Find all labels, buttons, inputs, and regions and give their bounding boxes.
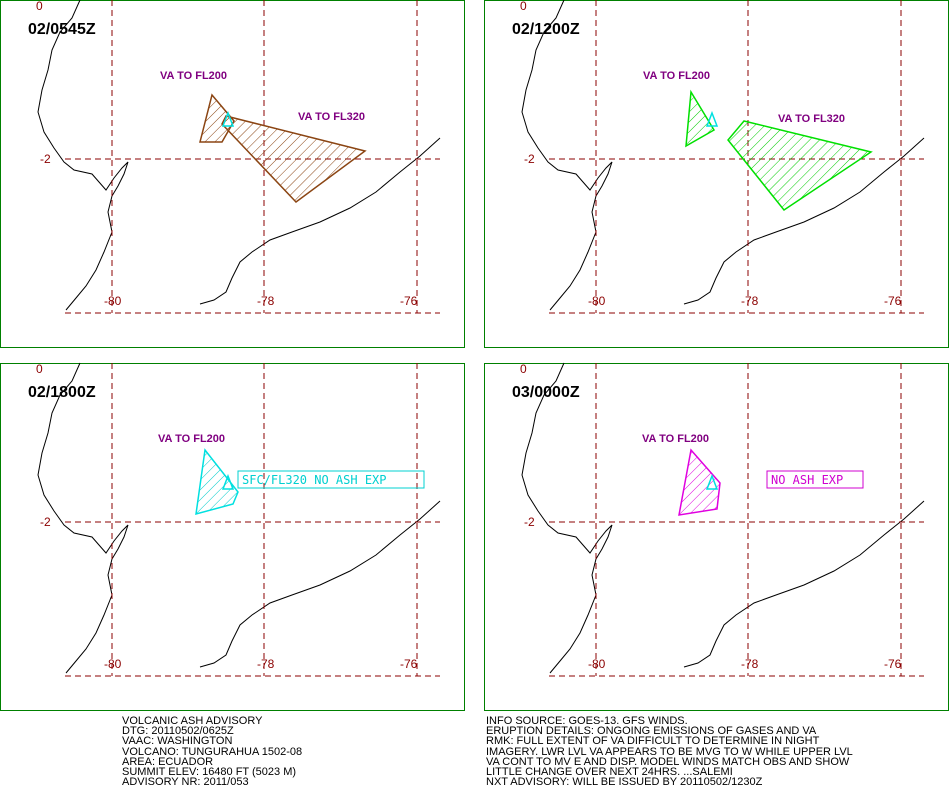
lat-label: 0 (520, 0, 527, 13)
panel-border (484, 363, 949, 711)
ash-area (199, 93, 235, 143)
advisory-text-right: INFO SOURCE: GOES-13. GFS WINDS. ERUPTION… (486, 715, 853, 789)
coastline (65, 195, 113, 311)
coastline (683, 137, 925, 305)
valid-time: 02/0545Z (28, 21, 96, 38)
map-panel: 0 -2 -80 -78 -76 02/0545Z VA TO FL200 VA TO FL3… (0, 0, 465, 348)
map-panel: 0 -2 -80 -78 -76 02/1200Z VA TO FL200 VA TO FL3… (484, 0, 949, 348)
lon-label: -76 (884, 294, 902, 308)
lat-label: -2 (524, 152, 535, 166)
map-panels: 0 -2 -80 -78 -76 02/0545Z VA TO FL200 VA TO FL3… (0, 0, 949, 711)
valid-time: 03/0000Z (512, 384, 580, 401)
volcano-marker (705, 110, 719, 127)
map-panel: 0 -2 -80 -78 -76 02/1800Z VA TO FL200 SFC/FL320… (0, 362, 465, 711)
lon-label: -78 (741, 657, 759, 671)
lon-label: -80 (104, 657, 122, 671)
ash-level-label: VA TO FL200 (160, 70, 227, 82)
lon-label: -80 (588, 657, 606, 671)
lon-label: -76 (400, 657, 418, 671)
coastline (37, 0, 129, 197)
lon-label: -78 (741, 294, 759, 308)
panel-border (484, 0, 949, 348)
ash-level-label: VA TO FL200 (642, 433, 709, 445)
no-ash-label: SFC/FL320 NO ASH EXP (242, 473, 387, 487)
lon-label: -80 (588, 294, 606, 308)
advisory-line: AREA: ECUADOR (122, 755, 214, 768)
no-ash-box (766, 470, 864, 489)
advisory-line: SUMMIT ELEV: 16480 FT (5023 M) (122, 766, 297, 779)
coastline (199, 137, 441, 305)
volcano-marker (221, 110, 235, 127)
lon-label: -80 (104, 294, 122, 308)
lon-label: -76 (884, 657, 902, 671)
panel-border (0, 363, 465, 711)
lon-label: -76 (400, 294, 418, 308)
coastline (37, 362, 129, 560)
ash-level-label: VA TO FL320 (778, 113, 845, 125)
advisory-line: ADVISORY NR: 2011/053 (122, 776, 249, 789)
coastline (521, 0, 613, 197)
lat-label: -2 (524, 515, 535, 529)
valid-time: 02/1800Z (28, 384, 96, 401)
coastline (683, 500, 925, 668)
advisory-line: VOLCANIC ASH ADVISORY (122, 715, 263, 727)
coastline (65, 558, 113, 674)
advisory-line: RMK: FULL EXTENT OF VA DIFFICULT TO DETE… (486, 735, 820, 748)
valid-time: 02/1200Z (512, 21, 580, 38)
advisory-line: LITTLE CHANGE OVER NEXT 24HRS. ...SALEMI (486, 766, 733, 779)
advisory-line: VA CONT TO MV E AND DISP. MODEL WINDS MA… (486, 755, 850, 768)
no-ash-box (237, 470, 425, 489)
advisory-line: VOLCANO: TUNGURAHUA 1502-08 (122, 745, 303, 758)
ash-area (221, 115, 367, 203)
lat-label: -2 (40, 515, 51, 529)
volcano-marker (221, 473, 235, 490)
lat-label: 0 (36, 0, 43, 13)
panel-border (0, 0, 465, 348)
volcano-marker (705, 473, 719, 490)
lat-label: 0 (520, 362, 527, 376)
coastline (199, 500, 441, 668)
no-ash-label: NO ASH EXP (771, 473, 843, 487)
advisory-line: NXT ADVISORY: WILL BE ISSUED BY 20110502… (486, 776, 763, 789)
advisory-line: VAAC: WASHINGTON (122, 735, 233, 748)
ash-area (727, 120, 873, 212)
lon-label: -78 (257, 657, 275, 671)
advisory-line: INFO SOURCE: GOES-13. GFS WINDS. (486, 715, 688, 727)
lat-label: 0 (36, 362, 43, 376)
ash-area (195, 448, 239, 516)
lon-label: -78 (257, 294, 275, 308)
coastline (521, 362, 613, 560)
coastline (549, 558, 597, 674)
ash-level-label: VA TO FL320 (298, 111, 365, 123)
advisory-line: ERUPTION DETAILS: ONGOING EMISSIONS OF G… (486, 725, 817, 738)
advisory-line: DTG: 20110502/0625Z (122, 725, 234, 738)
ash-area (685, 89, 716, 148)
advisory-line: IMAGERY. LWR LVL VA APPEARS TO BE MVG TO… (486, 745, 853, 758)
ash-level-label: VA TO FL200 (158, 433, 225, 445)
lat-label: -2 (40, 152, 51, 166)
map-panel: 0 -2 -80 -78 -76 03/0000Z VA TO FL200 NO ASH EX… (484, 362, 949, 711)
ash-level-label: VA TO FL200 (643, 70, 710, 82)
ash-area (678, 448, 721, 516)
coastline (549, 195, 597, 311)
advisory-text-left: VOLCANIC ASH ADVISORY DTG: 20110502/0625Z… (122, 715, 303, 789)
